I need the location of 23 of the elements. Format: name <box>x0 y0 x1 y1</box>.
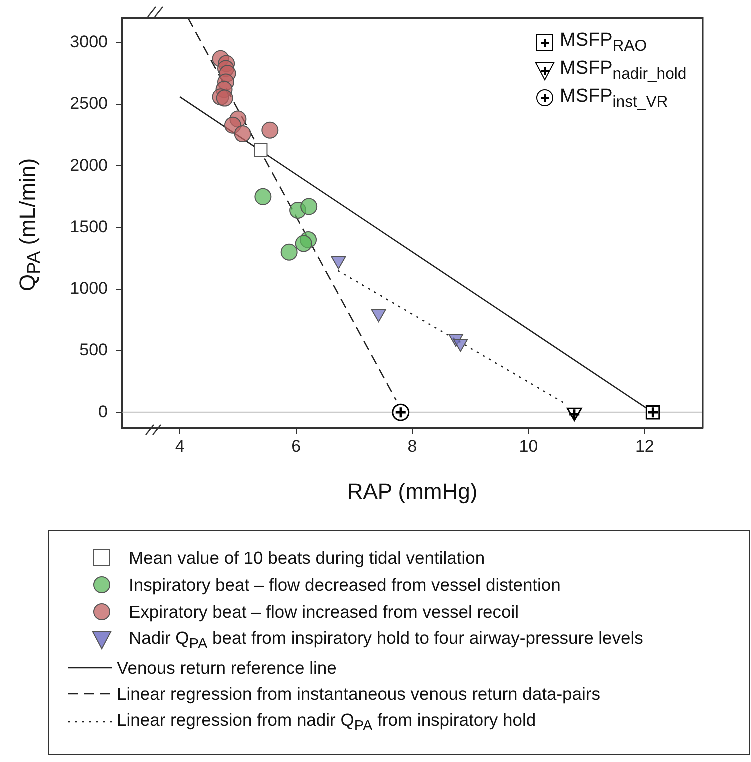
legend-label: MSFP$_{RAO}$ <box>560 30 648 56</box>
x-tick-label: 8 <box>408 436 418 456</box>
legend-label: Inspiratory beat – flow decreased from vessel distention <box>129 574 561 596</box>
x-tick-label: 10 <box>519 436 538 456</box>
legend-label: Nadir Q$_{PA}$ beat from inspiratory hold to four airway-pressure levels <box>129 628 644 652</box>
y-tick-label: 2500 <box>70 94 108 114</box>
x-tick-label: 6 <box>292 436 302 456</box>
x-axis-title: RAP (mmHg) <box>347 478 478 504</box>
y-tick-label: 1500 <box>70 217 108 236</box>
legend-label: Mean value of 10 beats during tidal ventilation <box>129 548 486 568</box>
y-tick-label: 1000 <box>70 279 108 298</box>
legend-label: Venous return reference line <box>117 658 337 678</box>
legend-label: Linear regression from nadir Q$_{PA}$ from inspiratory hold <box>117 710 536 734</box>
legend-label: Linear regression from instantaneous venous return data-pairs <box>117 684 600 704</box>
x-tick-label: 4 <box>175 436 185 456</box>
y-tick-label: 500 <box>80 340 108 360</box>
legend-label: MSFP$_{nadir_hold}$ <box>560 58 687 84</box>
y-tick-label: 2000 <box>70 156 108 175</box>
legend-label: Expiratory beat – flow increased from vessel recoil <box>129 602 520 622</box>
x-tick-label: 12 <box>635 436 654 456</box>
legend-label: MSFP$_{inst_VR}$ <box>560 86 668 112</box>
y-tick-label: 3000 <box>70 32 108 52</box>
y-tick-label: 0 <box>98 402 108 422</box>
